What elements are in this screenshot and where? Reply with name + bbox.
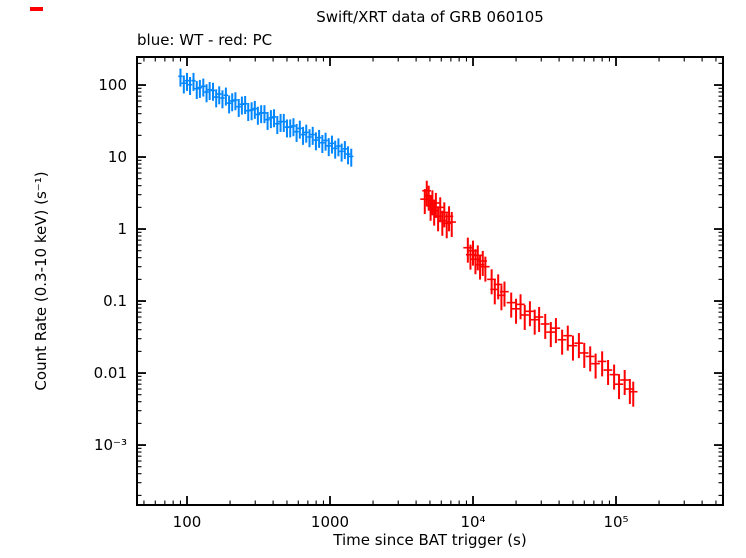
y-tick-label: 1	[117, 220, 127, 238]
x-axis-label: Time since BAT trigger (s)	[333, 531, 527, 549]
x-tick-label: 1000	[311, 513, 349, 531]
series-pc	[420, 180, 638, 407]
y-ticks	[137, 62, 723, 496]
stray-red-mark	[30, 7, 43, 11]
y-tick-label: 10	[108, 148, 127, 166]
x-ticks	[143, 57, 717, 505]
y-axis-label: Count Rate (0.3-10 keV) (s⁻¹)	[32, 171, 50, 391]
y-tick-label: 0.1	[103, 292, 127, 310]
x-tick-label: 10⁵	[603, 513, 628, 531]
legend-note: blue: WT - red: PC	[137, 31, 273, 49]
axis-frame	[136, 56, 724, 506]
y-tick-label: 10⁻³	[94, 436, 127, 454]
plot-title: Swift/XRT data of GRB 060105	[316, 8, 544, 26]
y-tick-label: 0.01	[94, 364, 127, 382]
y-tick-label: 100	[98, 76, 127, 94]
x-tick-label: 10⁴	[460, 513, 485, 531]
series-wt	[178, 68, 354, 167]
x-tick-label: 100	[173, 513, 202, 531]
tick-labels: 100 1000 10⁴ 10⁵ 10⁻³ 0.01 0.1 1 10 100	[94, 76, 629, 531]
